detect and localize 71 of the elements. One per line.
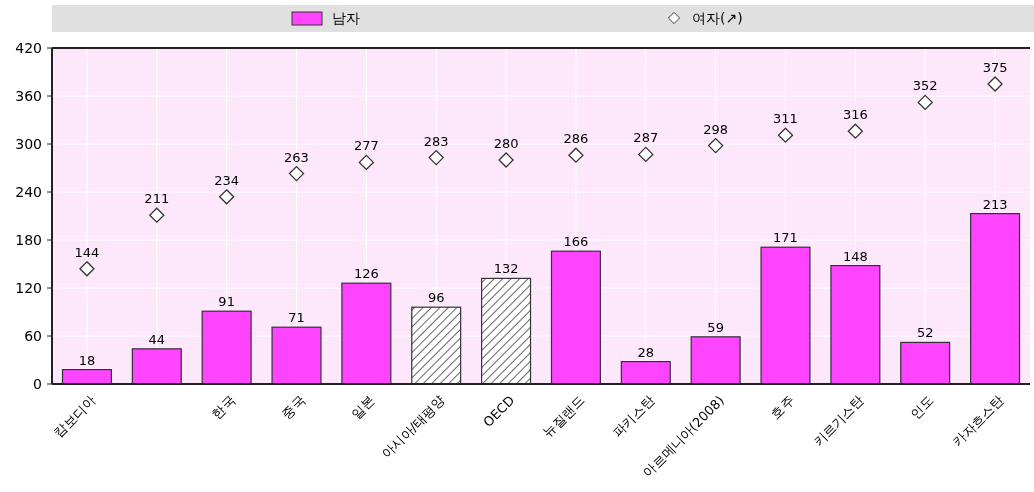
- point: [917, 94, 933, 111]
- y-tick-label: 0: [33, 375, 42, 392]
- bar: [411, 306, 462, 385]
- bar: [970, 213, 1021, 385]
- data-label: 263: [284, 149, 309, 165]
- data-label: 298: [703, 121, 729, 137]
- point: [638, 146, 654, 163]
- data-label: 283: [423, 133, 449, 149]
- point: [358, 154, 375, 171]
- x-tick-label: 인도: [907, 392, 937, 422]
- x-tick-label: 중국: [278, 392, 308, 422]
- data-label: 18: [78, 352, 96, 368]
- y-tick-label: 420: [15, 39, 42, 56]
- bar: [131, 348, 182, 385]
- legend-label: 남자: [332, 9, 360, 26]
- y-tick-label: 360: [15, 87, 42, 104]
- x-tick-label: 한국: [208, 392, 238, 422]
- data-label: 132: [493, 261, 519, 277]
- point: [218, 189, 235, 205]
- bar: [341, 282, 392, 385]
- data-label: 211: [144, 191, 170, 207]
- data-label: 311: [773, 111, 798, 127]
- point: [707, 137, 724, 154]
- data-label: 171: [773, 230, 798, 246]
- y-tick-label: 120: [15, 279, 42, 296]
- y-tick-label: 240: [15, 183, 42, 200]
- data-label: 96: [427, 290, 445, 306]
- point: [987, 76, 1003, 92]
- bar: [550, 250, 601, 385]
- legend-label: 여자(↗): [692, 9, 743, 26]
- data-label: 166: [563, 234, 589, 250]
- bar: [900, 341, 951, 385]
- data-label: 91: [218, 294, 235, 310]
- data-label: 280: [493, 136, 519, 151]
- point: [149, 207, 165, 223]
- x-tick-label: 호주: [767, 392, 797, 422]
- point: [777, 127, 794, 143]
- bar: [61, 369, 112, 385]
- data-label: 352: [912, 78, 938, 94]
- point: [288, 165, 305, 182]
- point: [428, 149, 444, 166]
- bar: [760, 246, 811, 385]
- bar: [271, 326, 322, 385]
- data-label: 44: [148, 331, 166, 347]
- bar: [830, 265, 881, 385]
- y-tick-label: 300: [15, 135, 42, 152]
- data-label: 375: [982, 60, 1008, 75]
- data-label: 126: [353, 266, 379, 282]
- point: [847, 123, 864, 139]
- data-label: 213: [982, 196, 1008, 212]
- data-label: 148: [842, 248, 868, 264]
- x-tick-label: 일본: [348, 392, 378, 422]
- bar: [690, 336, 741, 385]
- data-label: 234: [214, 172, 240, 188]
- data-label: 52: [916, 325, 934, 341]
- data-label: 316: [842, 107, 868, 123]
- point: [79, 261, 95, 277]
- bar: [201, 310, 252, 385]
- data-label: 71: [288, 310, 305, 326]
- point: [568, 147, 584, 163]
- data-label: 59: [707, 319, 724, 335]
- data-label: 144: [74, 244, 100, 260]
- bar: [481, 277, 532, 385]
- y-tick-label: 180: [15, 231, 42, 248]
- bar: [620, 361, 671, 385]
- y-tick-label: 60: [24, 327, 42, 344]
- data-label: 287: [633, 130, 659, 146]
- data-label: 28: [637, 344, 655, 360]
- point: [498, 152, 514, 168]
- data-label: 277: [353, 138, 379, 154]
- data-label: 286: [563, 131, 589, 147]
